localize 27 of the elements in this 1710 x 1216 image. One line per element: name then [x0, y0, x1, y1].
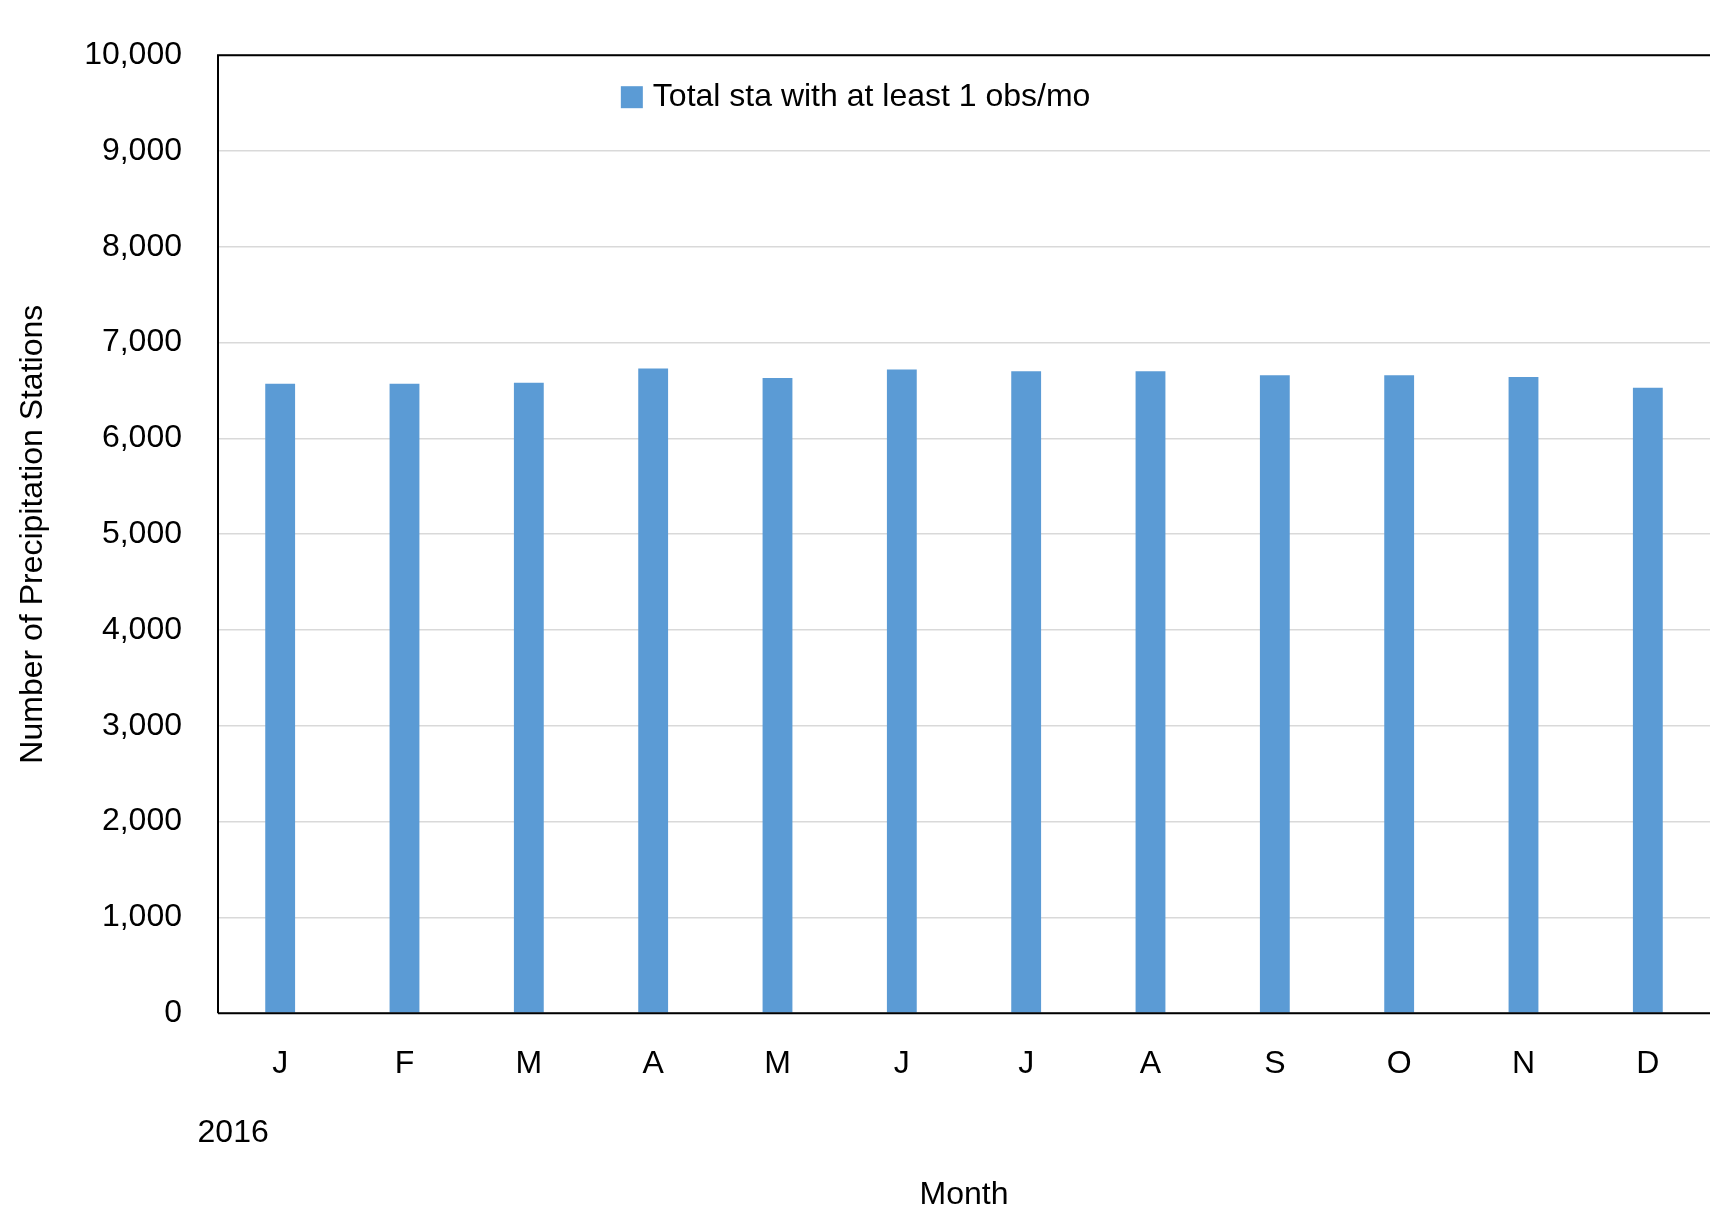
y-tick-label: 6,000	[101, 418, 182, 455]
x-tick-label: D	[1636, 1044, 1660, 1081]
x-tick-label: O	[1386, 1044, 1412, 1081]
y-tick-label: 8,000	[101, 226, 182, 263]
y-axis-title: Number of Precipitation Stations	[13, 304, 50, 764]
y-tick-label: 2,000	[101, 801, 182, 838]
y-tick-label: 9,000	[101, 130, 182, 167]
x-tick-label: J	[1018, 1044, 1035, 1081]
x-tick-label: M	[764, 1044, 791, 1081]
x-tick-label: F	[394, 1044, 415, 1081]
x-tick-label: N	[1511, 1044, 1536, 1081]
y-tick-label: 4,000	[101, 609, 182, 646]
x-tick-label: J	[893, 1044, 910, 1081]
y-tick-label: 0	[164, 993, 182, 1030]
x-tick-label: S	[1264, 1044, 1286, 1081]
x-tick-label: A	[1139, 1044, 1162, 1081]
y-tick-label: 3,000	[101, 705, 182, 742]
text: 2016	[197, 1113, 269, 1150]
legend-label: Total sta with at least 1 obs/mo	[652, 77, 1091, 114]
x-tick-label: M	[515, 1044, 543, 1081]
y-tick-label: 7,000	[101, 322, 182, 359]
x-axis-title: Month	[919, 1174, 1009, 1211]
y-tick-label: 10,000	[84, 35, 182, 72]
y-tick-label: 5,000	[101, 514, 182, 551]
x-tick-label: J	[272, 1044, 289, 1081]
x-tick-label: A	[642, 1044, 665, 1081]
y-tick-label: 1,000	[101, 897, 182, 934]
